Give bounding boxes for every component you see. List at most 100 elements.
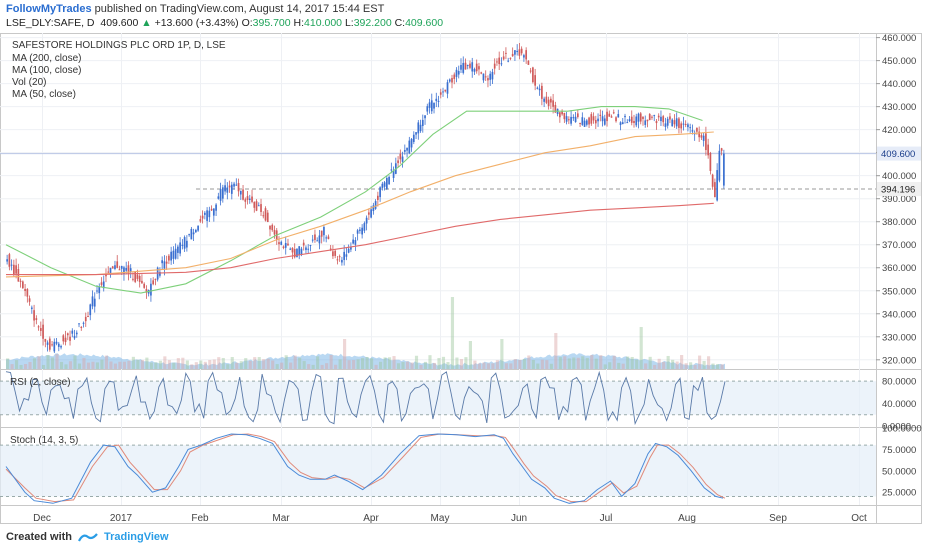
candle-body	[637, 113, 640, 122]
candle-body	[354, 240, 357, 245]
candle-body	[291, 247, 294, 253]
candle-body	[657, 115, 660, 118]
grid	[0, 33, 876, 505]
candle-body	[505, 52, 507, 54]
candle-body	[93, 298, 96, 307]
candle-body	[648, 114, 651, 121]
candle-body	[678, 118, 680, 128]
volume-bar	[504, 363, 508, 369]
candle-body	[532, 67, 534, 83]
x-tick-label: Mar	[272, 513, 290, 524]
candle-body	[82, 322, 85, 324]
candle-body	[237, 183, 240, 192]
candle-body	[572, 117, 575, 119]
volume-bar	[167, 360, 171, 369]
candle-body	[199, 219, 202, 222]
volume-bar	[369, 358, 374, 369]
author-name[interactable]: FollowMyTrades	[6, 3, 92, 15]
candle-body	[664, 123, 667, 127]
volume-bar	[302, 361, 306, 369]
footer: Created with TradingView	[6, 531, 169, 543]
rsi-tick-label: 40.0000	[882, 399, 916, 410]
volume-bar	[127, 360, 131, 369]
volume-bar	[720, 364, 724, 369]
volume-bar	[662, 361, 666, 369]
volume-bar	[437, 357, 441, 369]
candle-body	[412, 134, 415, 142]
y-tick-label: 390.000	[882, 194, 916, 205]
volume-bar	[41, 364, 46, 369]
candle-body	[269, 225, 271, 230]
volume-bar	[702, 360, 706, 369]
volume-bar	[176, 358, 180, 369]
candle-body	[567, 119, 570, 121]
candle-body	[255, 201, 258, 211]
legend-ma100: MA (100, close)	[12, 65, 81, 76]
volume-bar	[307, 364, 311, 369]
volume-bar	[680, 355, 684, 369]
candle-body	[527, 60, 530, 65]
candle-body	[201, 215, 204, 219]
volume-bar	[500, 339, 504, 369]
candle-body	[174, 248, 177, 259]
candle-body	[377, 195, 379, 200]
candle-body	[525, 50, 528, 60]
volume-bar	[558, 357, 562, 369]
volume-bar	[356, 359, 360, 369]
candle-body	[287, 243, 289, 246]
candle-body	[6, 259, 8, 262]
candle-body	[246, 196, 249, 200]
candle-body	[684, 124, 687, 126]
candle-body	[57, 343, 60, 347]
x-tick-label: May	[431, 513, 450, 524]
volume-bar	[32, 358, 37, 369]
volume-bar	[248, 360, 252, 369]
volume-bar	[113, 363, 117, 369]
candle-body	[451, 78, 453, 83]
candle-body	[62, 335, 65, 342]
volume-bar	[536, 363, 540, 369]
volume-bar	[14, 360, 19, 369]
volume-bar	[311, 364, 315, 369]
candle-body	[138, 275, 141, 282]
candle-body	[186, 240, 188, 248]
candle-body	[379, 187, 381, 198]
candle-body	[19, 280, 22, 282]
candle-body	[13, 264, 15, 275]
candle-body	[195, 229, 197, 233]
candle-body	[606, 111, 608, 122]
volume-bar	[190, 364, 194, 369]
last-price: 409.600	[100, 17, 139, 29]
x-tick-label: Apr	[363, 513, 379, 524]
volume-bar	[653, 364, 657, 369]
candle-body	[570, 116, 572, 124]
candle-body	[594, 119, 597, 124]
candle-body	[442, 91, 444, 93]
candle-body	[399, 153, 402, 160]
y-tick-label: 440.000	[882, 79, 916, 90]
tradingview-brand[interactable]: TradingView	[104, 531, 169, 543]
candle-body	[141, 280, 143, 284]
candle-body	[116, 261, 119, 268]
candle-body	[219, 189, 222, 201]
stoch-label: Stoch (14, 3, 5)	[10, 435, 78, 446]
candle-body	[302, 242, 305, 246]
volume-bar	[644, 363, 648, 369]
publish-header: FollowMyTrades published on TradingView.…	[6, 3, 384, 15]
axes: Dec 2017 Feb Mar Apr May Jun Jul Aug Sep Oct 460.00…	[33, 33, 922, 524]
last-price-tag: 409.600	[881, 149, 915, 160]
candle-body	[424, 115, 426, 119]
volume-bar	[572, 357, 576, 369]
candle-body	[170, 251, 172, 261]
volume-bar	[455, 357, 459, 369]
candle-body	[365, 217, 368, 224]
volume-bar	[194, 362, 198, 369]
volume-bar	[230, 357, 234, 369]
candle-body	[666, 118, 669, 126]
candle-body	[123, 267, 125, 274]
candle-body	[107, 271, 110, 273]
candle-body	[460, 64, 462, 70]
volume-bar	[185, 360, 189, 369]
candle-body	[359, 229, 361, 231]
